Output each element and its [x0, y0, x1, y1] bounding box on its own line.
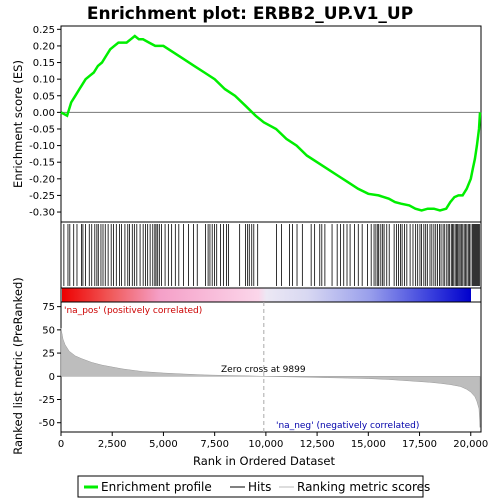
metric-xtick-label: 7,500 — [200, 439, 229, 450]
hit-marks — [63, 224, 480, 286]
legend-hits-label: Hits — [248, 480, 271, 494]
es-ytick-label: -0.20 — [29, 174, 55, 185]
es-ytick-label: 0.05 — [33, 91, 55, 102]
metric-ytick-label: -25 — [39, 395, 55, 406]
metric-y-ticks: 75 50 25 0 -25 -50 — [39, 302, 61, 429]
metric-plot-area — [60, 301, 482, 433]
chart-title: Enrichment plot: ERBB2_UP.V1_UP — [87, 4, 413, 24]
es-ytick-label: 0.20 — [33, 41, 55, 52]
metric-xtick-label: 20,000 — [453, 439, 488, 450]
metric-xtick-label: 10,000 — [248, 439, 283, 450]
es-ytick-label: 0.25 — [33, 25, 55, 36]
legend-enrichment-label: Enrichment profile — [101, 480, 212, 494]
es-ytick-label: -0.30 — [29, 208, 55, 219]
es-ytick-label: 0.00 — [33, 108, 55, 119]
enrichment-profile-line — [60, 34, 482, 212]
es-ytick-label: -0.15 — [29, 158, 55, 169]
metric-x-ticks: 0 2,500 5,000 7,500 10,000 12,500 15,000 17,500… — [58, 432, 488, 450]
rank-colorbar — [60, 287, 482, 303]
legend-metric-label: Ranking metric scores — [297, 480, 430, 494]
metric-ytick-label: 25 — [42, 349, 55, 360]
metric-ytick-label: 75 — [42, 302, 55, 313]
es-ytick-label: -0.05 — [29, 124, 55, 135]
metric-xtick-label: 0 — [58, 439, 64, 450]
es-plot-area — [60, 25, 482, 223]
metric-xtick-label: 5,000 — [149, 439, 178, 450]
es-ytick-label: -0.10 — [29, 141, 55, 152]
legend: Enrichment profile Hits Ranking metric s… — [77, 475, 430, 498]
metric-xtick-label: 15,000 — [351, 439, 386, 450]
es-ytick-label: 0.10 — [33, 75, 55, 86]
es-panel: 0.25 0.20 0.15 0.10 0.05 0.00 -0.05 -0.10 -0.15 -… — [11, 25, 482, 223]
hits-area — [60, 221, 482, 289]
hits-panel — [60, 221, 482, 289]
metric-ytick-label: -50 — [39, 418, 55, 429]
colorbar-strip — [62, 288, 471, 302]
metric-xlabel: Rank in Ordered Dataset — [193, 454, 336, 468]
ranking-metric-area — [60, 327, 481, 428]
legend-box — [77, 475, 424, 498]
metric-xtick-label: 12,500 — [300, 439, 335, 450]
metric-ylabel: Ranked list metric (PreRanked) — [11, 277, 25, 455]
es-y-ticks: 0.25 0.20 0.15 0.10 0.05 0.00 -0.05 -0.10 -0.15 -… — [29, 25, 61, 219]
metric-panel: 'na_pos' (positively correlated) 'na_neg… — [11, 277, 488, 468]
na-neg-label: 'na_neg' (negatively correlated) — [276, 421, 419, 431]
zero-cross-label: Zero cross at 9899 — [221, 365, 306, 375]
metric-ytick-label: 50 — [42, 325, 55, 336]
es-ylabel: Enrichment score (ES) — [11, 60, 25, 188]
metric-xtick-label: 17,500 — [402, 439, 437, 450]
metric-ytick-label: 0 — [49, 372, 55, 383]
es-ytick-label: 0.15 — [33, 58, 55, 69]
es-ytick-label: -0.25 — [29, 191, 55, 202]
metric-xtick-label: 2,500 — [98, 439, 127, 450]
na-pos-label: 'na_pos' (positively correlated) — [64, 306, 202, 316]
